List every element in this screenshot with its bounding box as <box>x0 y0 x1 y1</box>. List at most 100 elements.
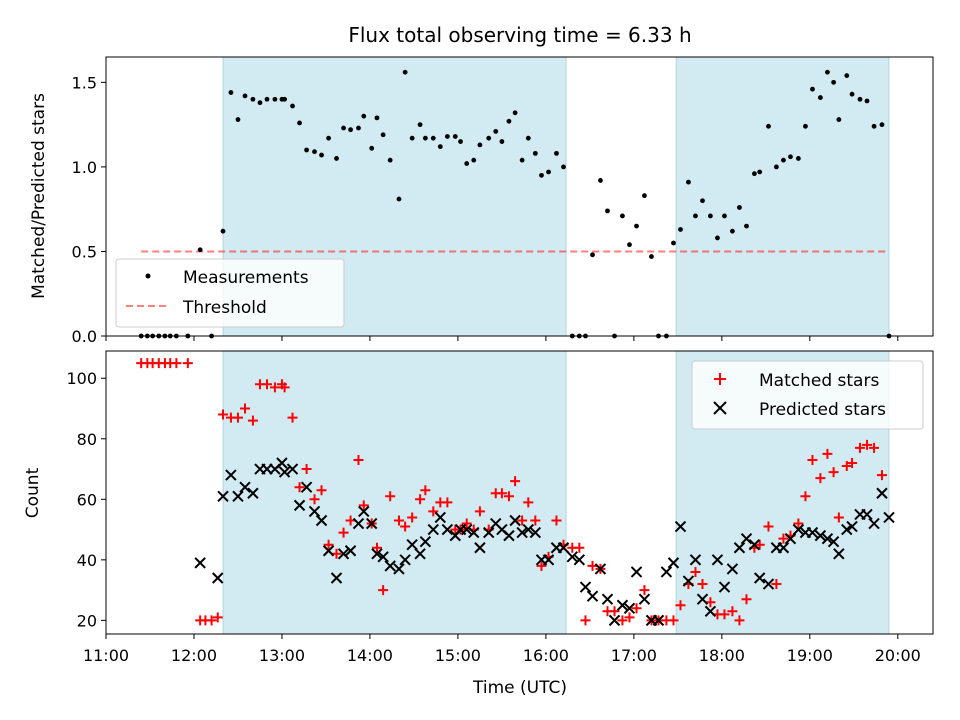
matched-star-point <box>580 615 591 626</box>
matched-star-point <box>323 539 334 550</box>
predicted-star-point <box>393 563 405 575</box>
bottom-y-axis-label: Count <box>23 467 43 518</box>
predicted-star-point <box>217 490 229 502</box>
matched-star-point <box>705 597 716 608</box>
matched-star-point <box>358 500 369 511</box>
predicted-star-point <box>365 517 378 530</box>
matched-star-point <box>206 615 217 626</box>
measurement-point <box>228 90 234 95</box>
matched-star-point <box>690 566 701 577</box>
y-tick-label: 0.5 <box>72 242 97 261</box>
predicted-star-point <box>557 542 570 554</box>
matched-star-point <box>793 518 804 529</box>
x-tick-label: 16:00 <box>523 646 569 665</box>
predicted-star-point <box>682 575 695 587</box>
predicted-star-point <box>868 517 880 530</box>
predicted-star-point <box>419 535 432 548</box>
matched-star-point <box>218 409 229 420</box>
matched-star-point <box>847 457 858 468</box>
matched-star-point <box>420 485 431 496</box>
matched-star-point <box>338 527 349 538</box>
measurement-point <box>437 144 443 150</box>
predicted-star-point <box>377 551 389 563</box>
matched-star-point <box>393 515 404 526</box>
legend-matched-marker <box>714 373 726 385</box>
predicted-star-point <box>352 517 365 530</box>
shaded-interval <box>222 350 567 635</box>
measurement-point <box>334 156 339 161</box>
bottom-predicted-points <box>194 457 895 627</box>
predicted-star-point <box>474 542 486 554</box>
matched-star-point <box>415 494 426 505</box>
measurement-point <box>817 95 823 100</box>
predicted-star-point <box>509 514 521 527</box>
measurement-point <box>304 147 309 153</box>
measurement-point <box>737 205 742 210</box>
predicted-star-point <box>740 532 753 545</box>
measurement-point <box>250 96 256 102</box>
predicted-star-point <box>573 554 586 566</box>
top-legend: Measurements Threshold <box>115 258 345 328</box>
predicted-star-point <box>399 554 411 566</box>
measurement-point <box>326 135 331 141</box>
matched-star-point <box>262 379 273 390</box>
measurement-point <box>620 213 625 219</box>
predicted-star-point <box>718 581 731 593</box>
predicted-star-point <box>814 529 827 542</box>
measurement-point <box>879 122 885 128</box>
matched-star-point <box>574 542 585 553</box>
measurement-point <box>554 150 559 156</box>
matched-star-point <box>428 506 439 517</box>
predicted-star-point <box>652 614 665 627</box>
predicted-star-point <box>286 463 299 475</box>
matched-star-point <box>247 415 258 426</box>
matched-star-point <box>854 442 865 453</box>
measurement-point <box>297 120 302 126</box>
measurement-point <box>532 150 538 156</box>
predicted-star-point <box>461 523 473 536</box>
measurement-point <box>693 213 698 219</box>
predicted-star-point <box>846 520 858 533</box>
measurement-point <box>242 93 248 99</box>
measurement-point <box>319 152 324 158</box>
measurement-point <box>730 228 735 234</box>
measurement-point <box>700 198 705 204</box>
measurement-point <box>417 122 423 128</box>
top-y-ticks: 0.0 0.5 1.0 1.5 <box>72 73 106 346</box>
measurement-point <box>773 164 779 170</box>
matched-star-point <box>741 594 752 605</box>
measurement-point <box>374 115 380 121</box>
measurement-point <box>471 157 477 163</box>
matched-star-point <box>378 585 389 596</box>
predicted-star-point <box>594 563 607 575</box>
matched-star-point <box>503 491 514 502</box>
matched-star-point <box>624 612 635 623</box>
measurement-point <box>605 208 610 214</box>
predicted-star-point <box>542 554 555 566</box>
predicted-star-point <box>406 539 418 551</box>
predicted-star-point <box>792 523 805 536</box>
predicted-star-point <box>434 511 447 524</box>
y-tick-label: 1.5 <box>72 73 97 92</box>
measurement-point <box>864 98 870 104</box>
measurement-point <box>686 179 691 185</box>
predicted-star-point <box>579 581 592 593</box>
measurement-point <box>634 223 639 229</box>
predicted-star-point <box>427 523 439 536</box>
matched-star-point <box>841 461 852 472</box>
matched-star-point <box>269 382 280 393</box>
predicted-star-point <box>239 481 251 493</box>
predicted-star-point <box>748 539 761 551</box>
measurement-point <box>831 79 836 85</box>
measurement-point <box>197 247 203 253</box>
predicted-star-point <box>276 457 288 469</box>
bottom-legend: Matched stars Predicted stars <box>691 360 924 430</box>
predicted-star-point <box>876 487 888 499</box>
matched-star-point <box>668 615 679 626</box>
y-tick-label: 80 <box>77 430 97 449</box>
predicted-star-point <box>616 599 629 611</box>
predicted-star-point <box>308 505 321 518</box>
bottom-panel: 20 40 60 80 100 11:00 12:00 13:00 14:00 15:00 16:… <box>23 350 934 698</box>
x-tick-label: 12:00 <box>171 646 217 665</box>
matched-star-point <box>771 579 782 590</box>
